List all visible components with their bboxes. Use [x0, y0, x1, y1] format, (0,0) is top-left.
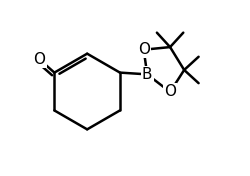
- Text: O: O: [138, 42, 150, 57]
- Text: O: O: [164, 84, 176, 99]
- Text: B: B: [142, 67, 152, 82]
- Text: O: O: [34, 52, 46, 67]
